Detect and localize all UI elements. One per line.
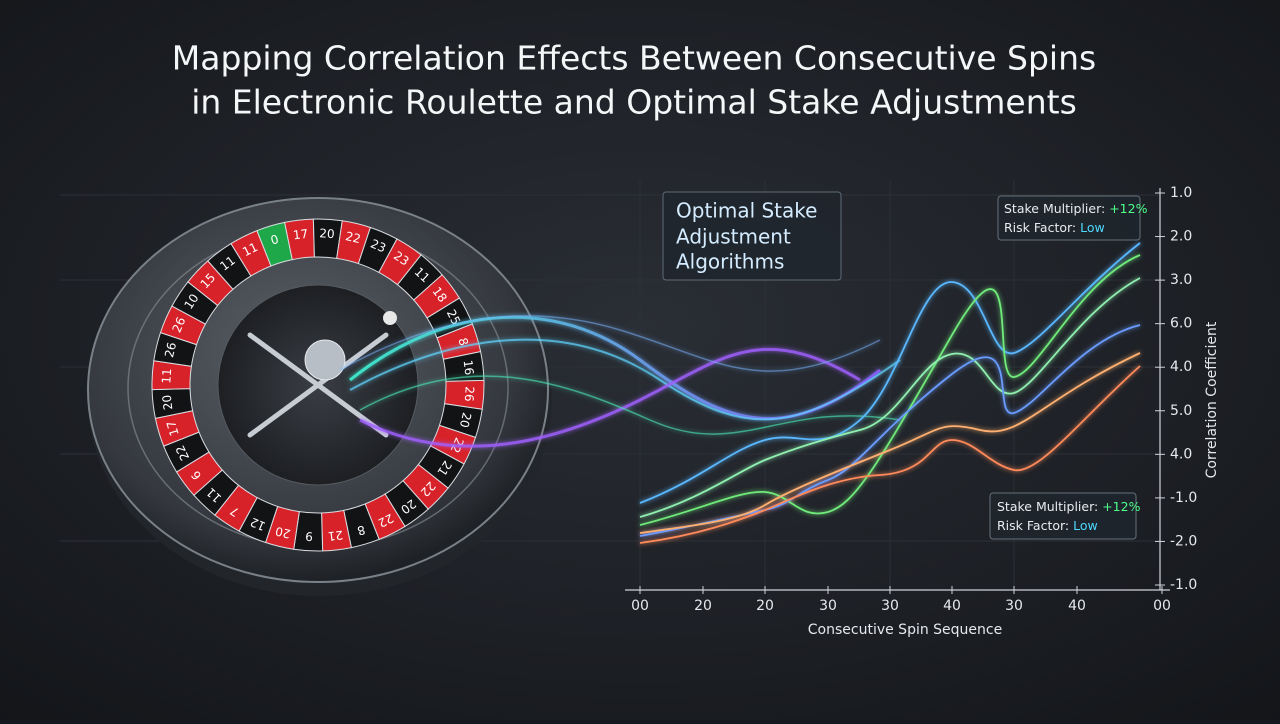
y-axis-label: Correlation Coefficient: [1204, 321, 1220, 478]
pocket-number: 10: [181, 291, 201, 311]
title-line: Mapping Correlation Effects Between Cons…: [172, 39, 1096, 78]
callout: Stake Multiplier: +12% Risk Factor: Low: [997, 195, 1148, 241]
pocket: [230, 230, 272, 277]
pocket-number: 25: [444, 307, 463, 327]
callout-line: Risk Factor: Low: [1004, 220, 1105, 235]
pocket-number: 26: [162, 341, 179, 359]
callout-value: Low: [1080, 220, 1105, 235]
y-tick-label: 4.0: [1170, 446, 1192, 462]
callout-label: Stake Multiplier:: [997, 499, 1098, 514]
callout-line: Stake Multiplier: +12%: [1004, 201, 1148, 216]
callout-label: Stake Multiplier:: [1004, 201, 1105, 216]
title: Mapping Correlation Effects Between Cons…: [172, 39, 1096, 122]
roulette-wheel: 0 17 20 22 232311182581626202221222022821920…: [87, 197, 552, 596]
y-tick-label: 1.0: [1170, 185, 1192, 201]
pocket-number: 20: [319, 226, 335, 241]
pocket-number: 20: [457, 411, 474, 429]
pocket-number: 11: [240, 240, 260, 259]
x-tick-label: 20: [756, 598, 774, 614]
callout-value: Low: [1073, 518, 1098, 533]
pocket-number: 26: [170, 315, 189, 335]
pocket-number: 21: [327, 528, 344, 544]
y-tick-label: 5.0: [1170, 403, 1192, 419]
y-tick-label: 2.0: [1170, 229, 1192, 245]
callout-box: [997, 195, 1141, 241]
pocket-number: 0: [269, 232, 280, 248]
pocket-number: 17: [292, 227, 309, 243]
pocket-number: 8: [356, 522, 367, 538]
y-tick-label: -1.0: [1170, 577, 1197, 593]
pocket-number: 22: [344, 229, 362, 246]
callout-line: Stake Multiplier: +12%: [997, 499, 1141, 514]
panel: Optimal Stake Adjustment Algorithms: [662, 191, 842, 281]
x-tick-label: 40: [943, 598, 961, 614]
pocket-number: 11: [159, 368, 174, 384]
wave-bundle: [339, 315, 901, 448]
x-tick-label: 40: [1068, 598, 1086, 614]
y-tick-label: 6.0: [1170, 316, 1192, 332]
pocket-number: 26: [462, 386, 477, 402]
callout-box: [989, 492, 1137, 540]
pocket-number: 8: [455, 336, 471, 347]
x-tick-label: 00: [631, 598, 649, 614]
chart-lines: [639, 242, 1141, 544]
ball: [383, 311, 397, 325]
y-tick-label: -2.0: [1170, 533, 1197, 549]
panel-box: [662, 191, 842, 281]
y-tick-label: 4.0: [1170, 359, 1192, 375]
wheel-cap: [304, 339, 346, 381]
callout-value: +12%: [1109, 201, 1147, 216]
callout-value: +12%: [1102, 499, 1140, 514]
pocket-number: 22: [173, 443, 192, 463]
pocket-number: 23: [391, 248, 411, 268]
y-tick-label: -1.0: [1170, 490, 1197, 506]
callout: Stake Multiplier: +12% Risk Factor: Low: [989, 492, 1141, 540]
pocket-number: 20: [160, 394, 176, 411]
x-tick-label: 30: [881, 598, 899, 614]
pocket-number: 20: [274, 524, 292, 541]
pocket-number: 22: [376, 511, 396, 530]
pocket-number: 16: [461, 359, 477, 376]
pocket-number: 17: [164, 419, 182, 438]
x-tick-label: 30: [1005, 598, 1023, 614]
x-axis-label: Consecutive Spin Sequence: [808, 622, 1002, 638]
callout-label: Risk Factor:: [1004, 220, 1076, 235]
pocket-number: 9: [305, 529, 313, 543]
wheel-spindle: [247, 332, 389, 438]
title-line: in Electronic Roulette and Optimal Stake…: [191, 83, 1077, 122]
pocket-number: 12: [248, 515, 268, 534]
y-tick-label: 3.0: [1170, 272, 1192, 288]
x-tick-label: 30: [819, 598, 837, 614]
x-tick-label: 20: [694, 598, 712, 614]
callout-line: Risk Factor: Low: [997, 518, 1098, 533]
panel-title: Adjustment: [676, 225, 791, 249]
callout-label: Risk Factor:: [997, 518, 1069, 533]
x-tick-label: 00: [1153, 598, 1171, 614]
panel-title: Optimal Stake: [676, 199, 817, 223]
pocket-number: 23: [368, 237, 388, 256]
panel-title: Algorithms: [676, 250, 784, 274]
